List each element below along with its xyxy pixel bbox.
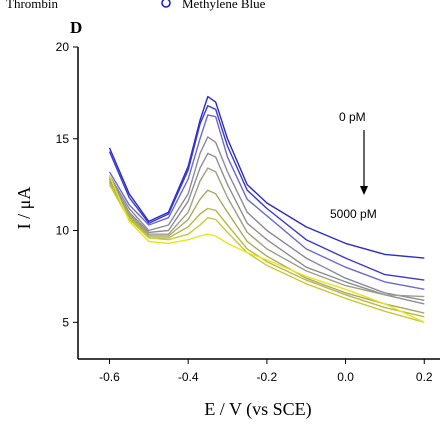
annotation-bottom-text: 5000 pM (330, 207, 377, 221)
x-axis-label: E / V (vs SCE) (204, 399, 311, 420)
x-tick-label: 0.2 (416, 370, 433, 384)
panel-label: D (70, 18, 82, 37)
series-line (108, 184, 425, 323)
y-axis-label: I / μA (14, 187, 34, 230)
legend-circle-marker (161, 0, 171, 8)
y-tick-label: 10 (56, 224, 70, 238)
top-legend-right-text: Methylene Blue (182, 0, 266, 11)
x-tick-label: -0.6 (99, 370, 120, 384)
y-tick-label: 15 (56, 132, 70, 146)
annotation-top-text: 0 pM (339, 110, 366, 124)
plot-area: -0.6 -0.4 -0.2 0.0 0.2 5 10 15 20 (56, 40, 440, 384)
x-tick-label: -0.4 (178, 370, 199, 384)
series-line (108, 114, 425, 290)
series-line (108, 105, 425, 281)
annotation-arrowhead (360, 186, 368, 195)
y-tick-label: 5 (62, 315, 69, 329)
top-legend-left-text: Thrombin (6, 0, 58, 11)
x-tick-label: -0.2 (257, 370, 278, 384)
series-line (108, 95, 425, 259)
y-tick-label: 20 (56, 40, 70, 54)
x-tick-label: 0.0 (337, 370, 354, 384)
series-group (108, 95, 425, 323)
concentration-annotation: 0 pM 5000 pM (330, 110, 377, 221)
series-line (108, 175, 425, 323)
x-ticks: -0.6 -0.4 -0.2 0.0 0.2 (99, 359, 433, 384)
series-line (108, 152, 425, 305)
top-legend: Thrombin Methylene Blue (6, 0, 266, 11)
series-line (108, 167, 425, 298)
series-line (108, 136, 425, 301)
y-ticks: 5 10 15 20 (56, 40, 78, 329)
series-line (108, 180, 425, 314)
